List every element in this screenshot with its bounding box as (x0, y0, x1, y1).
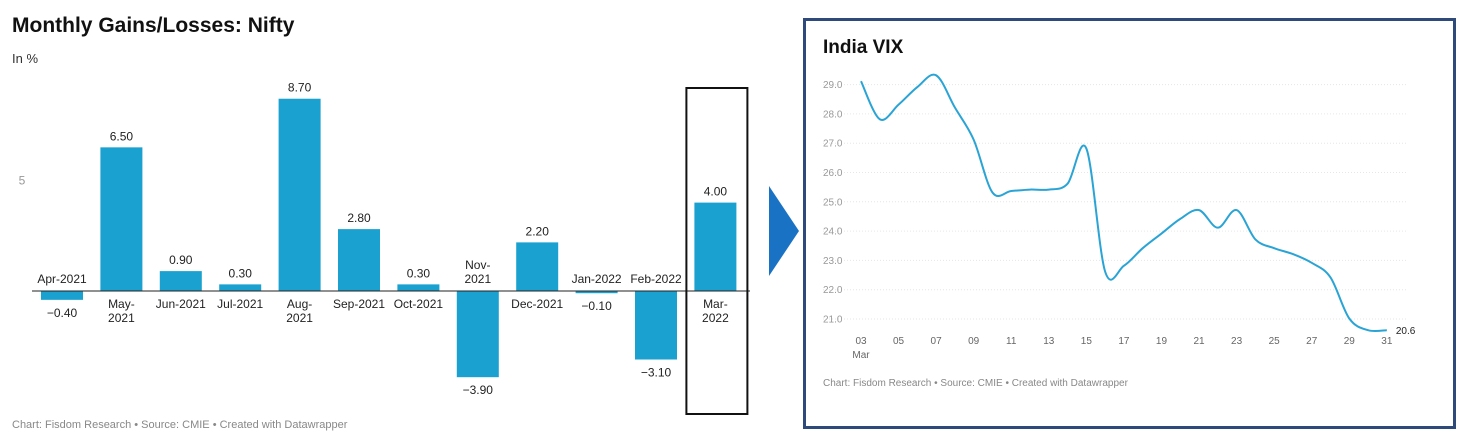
category-label-line: 2022 (702, 311, 729, 325)
y-tick-label: 23.0 (823, 256, 843, 267)
category-label-line: 2021 (464, 272, 491, 286)
x-tick-label: 07 (931, 336, 943, 347)
x-tick-label: 05 (893, 336, 905, 347)
category-label-line: Mar- (703, 297, 728, 311)
vix-series-line (860, 73, 1387, 333)
bar-value-label: 6.50 (110, 129, 134, 143)
x-tick-label: 25 (1269, 336, 1281, 347)
bar (219, 284, 262, 291)
category-label: May-2021 (108, 297, 135, 325)
x-tick-label: 17 (1118, 336, 1130, 347)
category-label: Mar-2022 (702, 297, 729, 325)
category-label: Aug-2021 (286, 297, 313, 325)
bar-value-label: −3.90 (463, 383, 494, 397)
category-label-line: Oct-2021 (394, 297, 444, 311)
category-label-line: Sep-2021 (333, 297, 385, 311)
category-label-line: Jul-2021 (217, 297, 263, 311)
y-tick-label: 25.0 (823, 197, 843, 208)
x-tick-sublabel: Mar (852, 350, 870, 361)
bar-value-label: −3.10 (641, 366, 672, 380)
bar (338, 229, 380, 291)
bar-value-label: 0.30 (407, 266, 431, 280)
category-label: Apr-2021 (37, 272, 87, 286)
y-tick-label: 28.0 (823, 109, 843, 120)
bar (100, 147, 143, 291)
bar-value-label: 0.30 (229, 266, 253, 280)
category-label-line: Dec-2021 (511, 297, 563, 311)
arrow-right-icon (769, 186, 799, 276)
y-tick-label: 5 (19, 174, 26, 188)
category-label: Jul-2021 (217, 297, 263, 311)
bar (456, 291, 499, 378)
category-label-line: Apr-2021 (37, 272, 87, 286)
vix-chart-title: India VIX (823, 37, 904, 58)
y-tick-label: 22.0 (823, 285, 843, 296)
category-label: Sep-2021 (333, 297, 385, 311)
x-tick-label: 29 (1344, 336, 1356, 347)
vix-panel: India VIX 21.0 22.0 23.0 24.0 25.0 26.0 27.0 28… (803, 18, 1456, 429)
bar (694, 202, 737, 291)
category-label-line: Nov- (465, 258, 490, 272)
nifty-bar-chart: 5−0.40Apr-20216.50May-20210.90Jun-20210.… (19, 81, 750, 415)
y-tick-label: 21.0 (823, 315, 843, 326)
x-tick-label: 27 (1306, 336, 1318, 347)
bar-value-label: 4.00 (704, 185, 728, 199)
bar-value-label: 2.20 (526, 224, 550, 238)
nifty-chart-footer: Chart: Fisdom Research • Source: CMIE • … (12, 419, 348, 431)
category-label: Nov-2021 (464, 258, 491, 286)
y-tick-label: 24.0 (823, 227, 843, 238)
y-tick-label: 26.0 (823, 168, 843, 179)
category-label-line: Feb-2022 (630, 272, 682, 286)
x-tick-label: 19 (1156, 336, 1168, 347)
nifty-chart-subtitle: In % (12, 51, 39, 66)
y-tick-label: 29.0 (823, 80, 843, 91)
bar (575, 291, 618, 294)
bar-value-label: 8.70 (288, 81, 312, 95)
category-label: Feb-2022 (630, 272, 682, 286)
x-tick-label: 31 (1381, 336, 1393, 347)
x-tick-label: 21 (1193, 336, 1205, 347)
bar (516, 242, 559, 291)
x-tick-label: 09 (968, 336, 980, 347)
bar (278, 98, 321, 291)
highlight-box (685, 87, 749, 415)
bar-value-label: −0.10 (581, 299, 612, 313)
nifty-chart-title: Monthly Gains/Losses: Nifty (12, 14, 295, 37)
category-label: Jun-2021 (156, 297, 206, 311)
x-tick-label: 11 (1006, 336, 1017, 347)
vix-line-chart: 21.0 22.0 23.0 24.0 25.0 26.0 27.0 28.0 29.0 03 05… (823, 73, 1416, 361)
bar (41, 291, 83, 300)
bar (635, 291, 677, 360)
category-label-line: May- (108, 297, 135, 311)
end-value-label: 20.6 (1396, 326, 1416, 337)
category-label: Oct-2021 (394, 297, 444, 311)
category-label-line: Aug- (287, 297, 312, 311)
x-tick-label: 15 (1081, 336, 1093, 347)
bar-value-label: −0.40 (47, 306, 78, 320)
category-label: Jan-2022 (572, 272, 622, 286)
x-tick-label: 23 (1231, 336, 1243, 347)
x-tick-label: 03 (855, 336, 867, 347)
arrow-shape (769, 186, 799, 276)
vix-chart-footer: Chart: Fisdom Research • Source: CMIE • … (823, 378, 1128, 389)
bar-value-label: 0.90 (169, 253, 193, 267)
category-label-line: Jan-2022 (572, 272, 622, 286)
category-label: Dec-2021 (511, 297, 563, 311)
bar (159, 271, 202, 291)
category-label-line: 2021 (286, 311, 313, 325)
bar (397, 284, 440, 291)
bar-value-label: 2.80 (347, 211, 371, 225)
category-label-line: 2021 (108, 311, 135, 325)
y-tick-label: 27.0 (823, 139, 843, 150)
x-tick-label: 13 (1043, 336, 1055, 347)
category-label-line: Jun-2021 (156, 297, 206, 311)
